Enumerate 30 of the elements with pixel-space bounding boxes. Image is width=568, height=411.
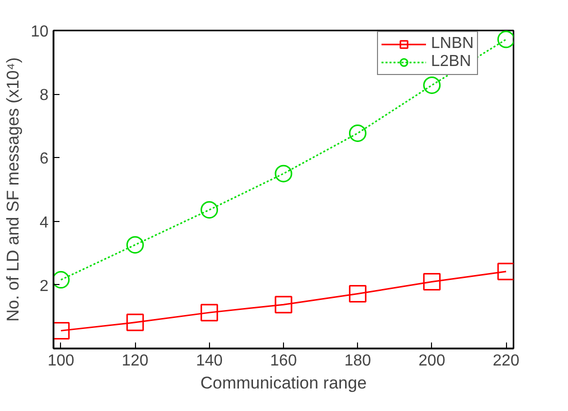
- y-tick-label: 2: [40, 278, 49, 295]
- point: [497, 30, 514, 48]
- y-tick-label: 4: [40, 214, 49, 232]
- x-tick-label: 200: [418, 352, 446, 370]
- point: [126, 314, 144, 332]
- point: [54, 271, 70, 289]
- legend-label: LNBN: [431, 35, 474, 53]
- point: [126, 236, 144, 254]
- point: [200, 201, 218, 219]
- x-tick-label: 180: [344, 352, 372, 370]
- point: [348, 285, 366, 303]
- point: [274, 164, 292, 182]
- y-tick-label: 10: [30, 24, 49, 40]
- point: [423, 272, 441, 290]
- x-tick-label: 220: [492, 352, 520, 370]
- legend-label: L2BN: [431, 53, 472, 71]
- x-tick-label: 120: [122, 352, 149, 370]
- point: [497, 262, 514, 280]
- point: [274, 296, 292, 314]
- x-axis-title: Communication range: [200, 374, 367, 392]
- x-tick-label: 100: [48, 352, 74, 370]
- point: [200, 304, 218, 322]
- y-axis-title: No. of LD and SF messages (x10⁴): [4, 57, 23, 322]
- y-tick-label: 8: [40, 87, 49, 104]
- x-tick-label: 160: [270, 352, 297, 370]
- point: [423, 76, 441, 94]
- y-tick-label: 6: [40, 150, 49, 168]
- point: [54, 322, 70, 340]
- x-tick-label: 140: [196, 352, 223, 370]
- point: [348, 124, 366, 142]
